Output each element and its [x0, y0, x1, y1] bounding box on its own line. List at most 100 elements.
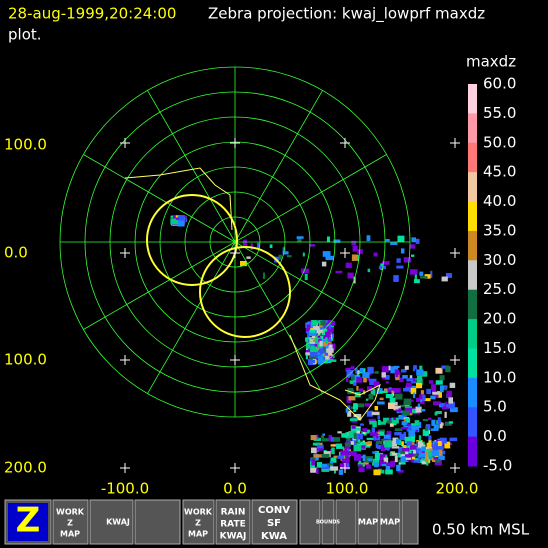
toolbar-button[interactable]	[215, 499, 251, 545]
echo-cell	[411, 254, 415, 257]
toolbar-button[interactable]	[52, 499, 89, 545]
echo-cell	[424, 455, 428, 462]
echo-cell	[350, 406, 354, 410]
echo-cell	[401, 414, 407, 420]
echo-cell	[345, 408, 349, 413]
echo-cell	[415, 451, 418, 457]
echo-cell	[399, 433, 406, 441]
radar-range-circle	[146, 194, 238, 286]
echo-cell	[377, 436, 381, 441]
colorbar-tick-label: 0.0	[483, 427, 507, 445]
echo-cell	[446, 390, 452, 398]
echo-cell	[446, 404, 449, 408]
toolbar-button[interactable]	[357, 499, 379, 545]
echo-cell	[416, 441, 419, 447]
echo-cell	[373, 252, 378, 257]
echo-cell	[374, 406, 379, 411]
echo-cell	[411, 442, 415, 445]
echo-cell	[367, 268, 371, 273]
toolbar-button[interactable]	[401, 499, 419, 545]
echo-cell	[406, 458, 409, 462]
echo-cell	[381, 372, 386, 378]
echo-cell	[394, 455, 398, 463]
echo-cell	[359, 368, 364, 373]
echo-cell	[397, 469, 404, 473]
colorbar-segment	[468, 142, 477, 173]
grid-cross	[340, 463, 350, 473]
grid-cross	[450, 248, 460, 258]
echo-cell	[385, 469, 393, 475]
grid-cross	[450, 138, 460, 148]
echo-cell	[350, 366, 355, 369]
grid-cross	[120, 463, 130, 473]
azimuth-spoke	[234, 241, 387, 330]
echo-cell	[413, 365, 417, 370]
echo-cell	[433, 454, 438, 460]
echo-cell	[420, 390, 424, 395]
echo-cell	[430, 428, 439, 431]
toolbar-button[interactable]	[321, 499, 335, 545]
echo-cell	[170, 218, 179, 225]
echo-cell	[256, 242, 261, 249]
echo-cell	[415, 397, 420, 402]
echo-cell	[387, 402, 395, 409]
echo-cell	[367, 377, 371, 381]
echo-cell	[406, 426, 411, 432]
echo-cell	[405, 385, 413, 390]
echo-cell	[310, 467, 317, 473]
echo-cell	[428, 417, 432, 420]
toolbar-button[interactable]	[134, 499, 181, 545]
echo-cell	[400, 456, 406, 463]
echo-cell	[309, 329, 316, 333]
radar-range-circle	[199, 246, 291, 338]
echo-layer	[170, 215, 458, 476]
echo-cell	[437, 417, 441, 425]
colorbar-tick-label: 30.0	[483, 251, 516, 269]
echo-cell	[383, 388, 390, 391]
colorbar-segment	[468, 436, 477, 467]
echo-cell	[404, 436, 411, 444]
echo-cell	[353, 403, 358, 410]
echo-cell	[410, 457, 414, 463]
toolbar-button[interactable]	[379, 499, 401, 545]
toolbar-button[interactable]	[251, 499, 298, 545]
toolbar-button[interactable]	[335, 499, 357, 545]
echo-cell	[309, 352, 318, 357]
echo-cell	[370, 388, 376, 396]
echo-cell	[377, 444, 384, 450]
echo-cell	[444, 441, 451, 449]
echo-cell	[246, 256, 251, 259]
echo-cell	[422, 429, 429, 436]
echo-cell	[307, 321, 313, 327]
toolbar-button[interactable]	[89, 499, 134, 545]
echo-cell	[392, 437, 399, 444]
echo-cell	[321, 463, 328, 468]
echo-cell	[377, 401, 385, 405]
echo-cell	[317, 331, 321, 336]
toolbar-button-label: KWAJ	[106, 518, 130, 527]
echo-cell	[372, 458, 379, 466]
echo-cell	[396, 464, 401, 472]
echo-cell	[420, 276, 428, 279]
echo-cell	[405, 457, 412, 460]
coastline	[124, 167, 381, 421]
echo-cell	[173, 215, 176, 222]
echo-cell	[419, 271, 424, 276]
echo-cell	[325, 337, 328, 344]
echo-cell	[306, 324, 311, 328]
echo-cell	[386, 462, 393, 467]
echo-cell	[316, 339, 322, 343]
toolbar-button[interactable]	[299, 499, 321, 545]
echo-cell	[439, 385, 444, 393]
echo-cell	[305, 325, 314, 332]
echo-cell	[324, 351, 329, 357]
echo-cell	[430, 395, 436, 400]
echo-cell	[386, 420, 392, 424]
echo-cell	[360, 423, 364, 426]
echo-cell	[170, 215, 174, 219]
echo-cell	[426, 442, 432, 448]
echo-cell	[425, 426, 428, 431]
toolbar-button[interactable]	[182, 499, 215, 545]
toolbar-button-label: MAP	[358, 518, 378, 527]
echo-cell	[353, 276, 356, 284]
